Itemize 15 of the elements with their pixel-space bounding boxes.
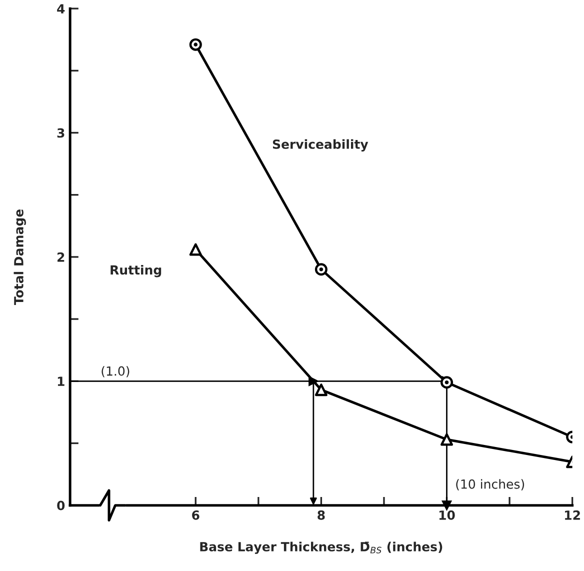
y-axis-title: Total Damage: [14, 209, 26, 305]
ref-line-label: (10 inches): [456, 479, 524, 490]
text: Rutting: [110, 265, 162, 278]
x-tick-label: 8: [318, 510, 325, 520]
x-tick-label: 12: [565, 510, 580, 520]
x-tick-label: 10: [439, 510, 455, 520]
y-tick-label: 2: [58, 252, 64, 262]
y-tick-label: 4: [57, 4, 65, 14]
series-label: Serviceability: [272, 139, 368, 152]
y-tick-label: 1: [58, 376, 64, 386]
x-tick-label: 6: [192, 510, 200, 520]
y-tick-label: 0: [57, 500, 65, 510]
x-axis-title: Base Layer Thickness, D̄$_{BS}$ (inches): [200, 542, 442, 554]
ref-line-label: (1.0): [102, 366, 130, 378]
y-tick-label: 3: [57, 128, 64, 138]
